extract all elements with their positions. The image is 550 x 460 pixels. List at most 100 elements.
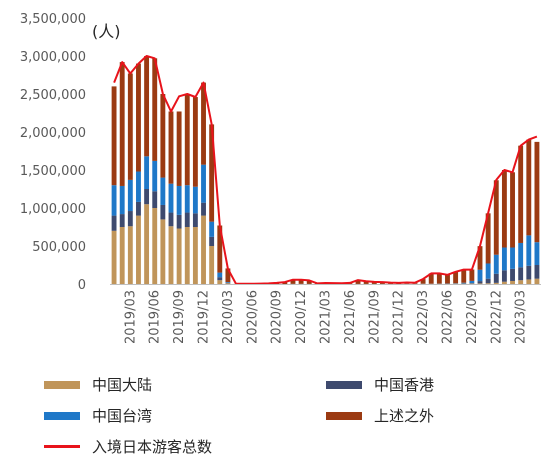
- x-tick-label: 2022/09: [465, 290, 480, 344]
- bar-segment-series-2: [192, 186, 198, 214]
- bar-segment-series-3: [534, 141, 540, 243]
- bar-segment-series-3: [493, 180, 499, 255]
- bar-segment-series-3: [436, 273, 442, 284]
- bar-segment-series-2: [168, 183, 174, 213]
- bar-segment-series-0: [111, 230, 117, 284]
- x-tick-label: 2021/06: [343, 290, 358, 344]
- legend: 中国大陆 中国香港 中国台湾 上述之外 入境日本游客总数: [0, 370, 550, 460]
- bar-segment-series-2: [485, 263, 491, 279]
- x-tick-label: 2020/12: [294, 290, 309, 344]
- x-tick-label: 2019/09: [172, 290, 187, 344]
- legend-label-mainland: 中国大陆: [92, 376, 153, 394]
- bar-segment-series-1: [217, 277, 223, 281]
- bar-segment-series-3: [445, 274, 450, 284]
- bar-segment-series-3: [306, 280, 312, 284]
- bar-segment-series-0: [192, 227, 198, 284]
- bar-segment-series-3: [453, 271, 459, 284]
- bar-segment-series-1: [160, 204, 166, 220]
- bar-segment-series-2: [469, 280, 475, 284]
- x-tick-label: 2020/09: [270, 290, 285, 344]
- bar-segment-series-2: [144, 156, 150, 189]
- legend-item-taiwan: 中国台湾: [44, 405, 152, 426]
- bar-segment-series-3: [355, 280, 361, 284]
- bar-segment-series-3: [184, 94, 190, 186]
- bar-segment-series-3: [420, 279, 426, 284]
- bar-segment-series-0: [518, 280, 524, 284]
- bar-segment-series-3: [168, 111, 174, 184]
- y-tick-label: 2,000,000: [20, 126, 86, 141]
- bar-segment-series-0: [176, 228, 182, 284]
- bar-segment-series-1: [136, 201, 141, 216]
- bar-segment-series-3: [201, 82, 206, 165]
- bar-segment-series-0: [127, 226, 133, 284]
- bar-segment-series-0: [136, 215, 141, 284]
- bar-segment-series-2: [119, 185, 125, 215]
- bar-segment-series-1: [209, 236, 215, 246]
- x-tick-label: 2019/03: [123, 290, 138, 344]
- bar-segment-series-1: [493, 273, 499, 283]
- bar-segment-series-2: [111, 185, 117, 216]
- bar-segment-series-1: [111, 215, 117, 231]
- bar-segment-series-1: [510, 268, 515, 281]
- bar-segment-series-2: [201, 164, 206, 203]
- y-tick-label: 3,500,000: [20, 12, 86, 27]
- bar-segment-series-3: [144, 56, 150, 157]
- bar-segment-series-2: [217, 272, 223, 278]
- legend-label-others: 上述之外: [374, 407, 435, 425]
- bar-segment-series-3: [469, 269, 475, 281]
- bar-segment-series-1: [168, 212, 174, 227]
- x-tick-label: 2022/06: [440, 290, 455, 344]
- y-tick-label: 1,500,000: [20, 164, 86, 179]
- legend-label-total: 入境日本游客总数: [92, 438, 213, 456]
- bar-segment-series-3: [428, 273, 434, 284]
- y-tick-label: 500,000: [32, 240, 86, 255]
- bar-segment-series-3: [136, 63, 141, 172]
- bar-segment-series-3: [298, 279, 304, 284]
- bar-segment-series-1: [144, 189, 150, 205]
- bar-segment-series-3: [461, 269, 467, 283]
- total-line: [113, 55, 538, 285]
- bar-segment-series-1: [477, 281, 483, 284]
- bar-segment-series-3: [290, 279, 296, 284]
- bar-segment-series-3: [501, 170, 507, 248]
- bar-segment-series-3: [477, 246, 483, 270]
- bars: [111, 56, 540, 284]
- bar-segment-series-1: [485, 278, 491, 284]
- bar-segment-series-3: [217, 225, 223, 273]
- x-tick-label: 2022/03: [416, 290, 431, 344]
- bar-segment-series-3: [111, 86, 117, 186]
- unit-label: (人): [92, 22, 121, 41]
- x-tick-label: 2019/12: [197, 290, 212, 344]
- bar-segment-series-1: [518, 267, 524, 281]
- bar-segment-series-0: [510, 280, 515, 284]
- x-tick-label: 2021/03: [319, 290, 334, 344]
- legend-item-total: 入境日本游客总数: [44, 436, 212, 457]
- legend-swatch-taiwan: [44, 411, 80, 420]
- bar-segment-series-1: [534, 265, 540, 279]
- x-tick-label: 2021/09: [367, 290, 382, 344]
- bar-segment-series-2: [534, 242, 540, 265]
- bar-segment-series-0: [201, 215, 206, 284]
- bar-segment-series-2: [518, 242, 524, 268]
- bar-segment-series-0: [209, 246, 215, 284]
- bar-segment-series-3: [526, 139, 532, 236]
- bar-segment-series-2: [160, 177, 166, 205]
- legend-label-hongkong: 中国香港: [374, 376, 435, 394]
- bar-segment-series-0: [225, 283, 231, 284]
- y-tick-label: 3,000,000: [20, 50, 86, 65]
- bar-segment-series-3: [485, 213, 491, 264]
- x-tick-label: 2019/06: [148, 290, 163, 344]
- bar-segment-series-2: [152, 160, 158, 192]
- y-tick-label: 1,000,000: [20, 202, 86, 217]
- bar-segment-series-2: [526, 235, 532, 266]
- bar-segment-series-2: [209, 221, 215, 237]
- bar-segment-series-0: [493, 282, 499, 284]
- bar-segment-series-3: [127, 73, 133, 180]
- bar-segment-series-3: [225, 268, 231, 283]
- bar-segment-series-0: [152, 208, 158, 284]
- legend-swatch-mainland: [44, 380, 80, 389]
- bar-segment-series-3: [192, 97, 198, 187]
- legend-swatch-total: [44, 445, 80, 448]
- bar-segment-series-3: [209, 124, 215, 222]
